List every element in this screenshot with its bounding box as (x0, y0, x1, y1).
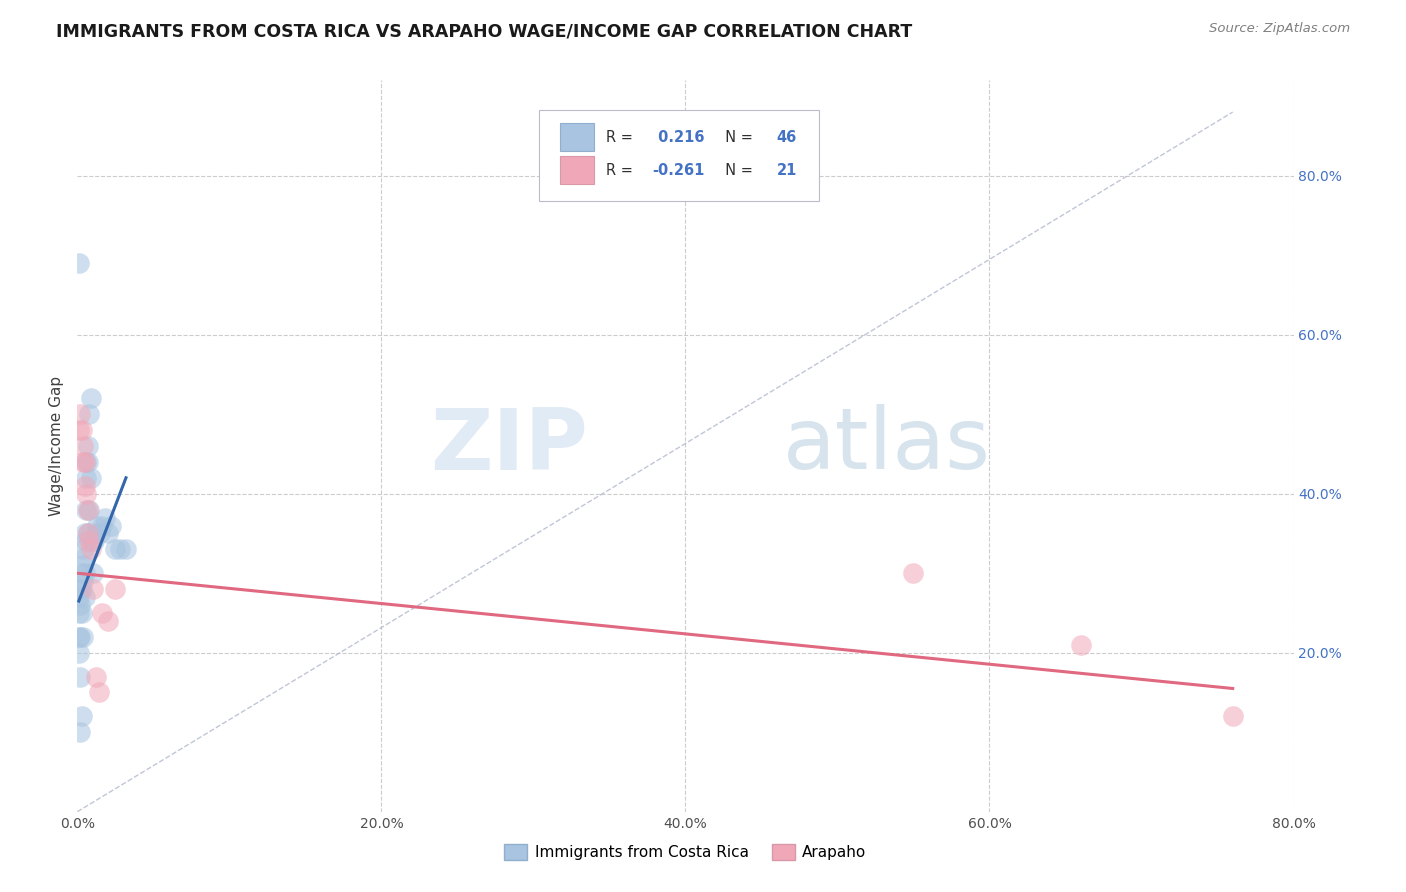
Point (75, 455, 97, 469)
Point (82, 582, 104, 596)
Point (97, 614, 120, 628)
Point (72, 455, 94, 469)
Point (89, 526, 111, 541)
Point (67, 630, 90, 644)
Point (77, 526, 100, 541)
Point (77, 439, 100, 453)
Point (90, 518, 112, 533)
Point (79, 502, 101, 516)
Point (70, 423, 93, 437)
Text: ZIP: ZIP (430, 404, 588, 488)
Point (77, 526, 100, 541)
Text: IMMIGRANTS FROM COSTA RICA VS ARAPAHO WAGE/INCOME GAP CORRELATION CHART: IMMIGRANTS FROM COSTA RICA VS ARAPAHO WA… (56, 22, 912, 40)
Text: 21: 21 (776, 162, 797, 178)
Point (72, 558, 94, 573)
Point (67, 256, 90, 270)
Point (80, 392, 103, 406)
Point (1070, 638, 1092, 652)
Point (82, 534, 104, 549)
Point (108, 542, 131, 557)
Text: atlas: atlas (783, 404, 991, 488)
Text: 46: 46 (776, 130, 797, 145)
Point (115, 542, 138, 557)
Point (73, 455, 96, 469)
Point (70, 582, 93, 596)
FancyBboxPatch shape (560, 156, 595, 184)
Point (72, 574, 94, 589)
Point (67, 423, 90, 437)
Point (73, 550, 96, 565)
Point (70, 709, 93, 723)
Text: R =: R = (606, 130, 638, 145)
Point (77, 502, 100, 516)
Point (79, 534, 101, 549)
Point (79, 407, 101, 421)
Text: N =: N = (716, 162, 758, 178)
Point (70, 606, 93, 620)
Point (97, 526, 120, 541)
Point (903, 566, 925, 581)
Point (75, 486, 97, 500)
Point (69, 725, 91, 739)
Point (80, 542, 103, 557)
Point (104, 582, 127, 596)
Point (73, 526, 96, 541)
Point (69, 598, 91, 612)
Point (69, 630, 91, 644)
Point (84, 669, 107, 683)
Point (69, 407, 91, 421)
Point (80, 471, 103, 485)
Point (84, 526, 107, 541)
Point (69, 582, 91, 596)
Point (1222, 709, 1244, 723)
Point (73, 479, 96, 493)
Point (86, 518, 108, 533)
FancyBboxPatch shape (560, 123, 595, 152)
Point (73, 590, 96, 604)
Point (87, 685, 110, 699)
Text: N =: N = (716, 130, 758, 145)
Point (82, 566, 104, 581)
Point (90, 606, 112, 620)
Text: R =: R = (606, 162, 638, 178)
Text: 0.216: 0.216 (652, 130, 704, 145)
Point (72, 542, 94, 557)
Text: Source: ZipAtlas.com: Source: ZipAtlas.com (1209, 22, 1350, 36)
Point (67, 646, 90, 660)
Point (72, 630, 94, 644)
Point (100, 518, 122, 533)
Point (75, 534, 97, 549)
Text: -0.261: -0.261 (652, 162, 704, 178)
Point (104, 542, 127, 557)
Y-axis label: Wage/Income Gap: Wage/Income Gap (49, 376, 65, 516)
Point (75, 502, 97, 516)
FancyBboxPatch shape (540, 110, 820, 201)
Point (83, 534, 105, 549)
Point (77, 455, 100, 469)
Point (67, 606, 90, 620)
Point (70, 566, 93, 581)
Point (73, 566, 96, 581)
Point (67, 590, 90, 604)
Legend: Immigrants from Costa Rica, Arapaho: Immigrants from Costa Rica, Arapaho (498, 838, 873, 866)
Point (72, 439, 94, 453)
Point (93, 510, 115, 524)
Point (69, 669, 91, 683)
Point (75, 471, 97, 485)
